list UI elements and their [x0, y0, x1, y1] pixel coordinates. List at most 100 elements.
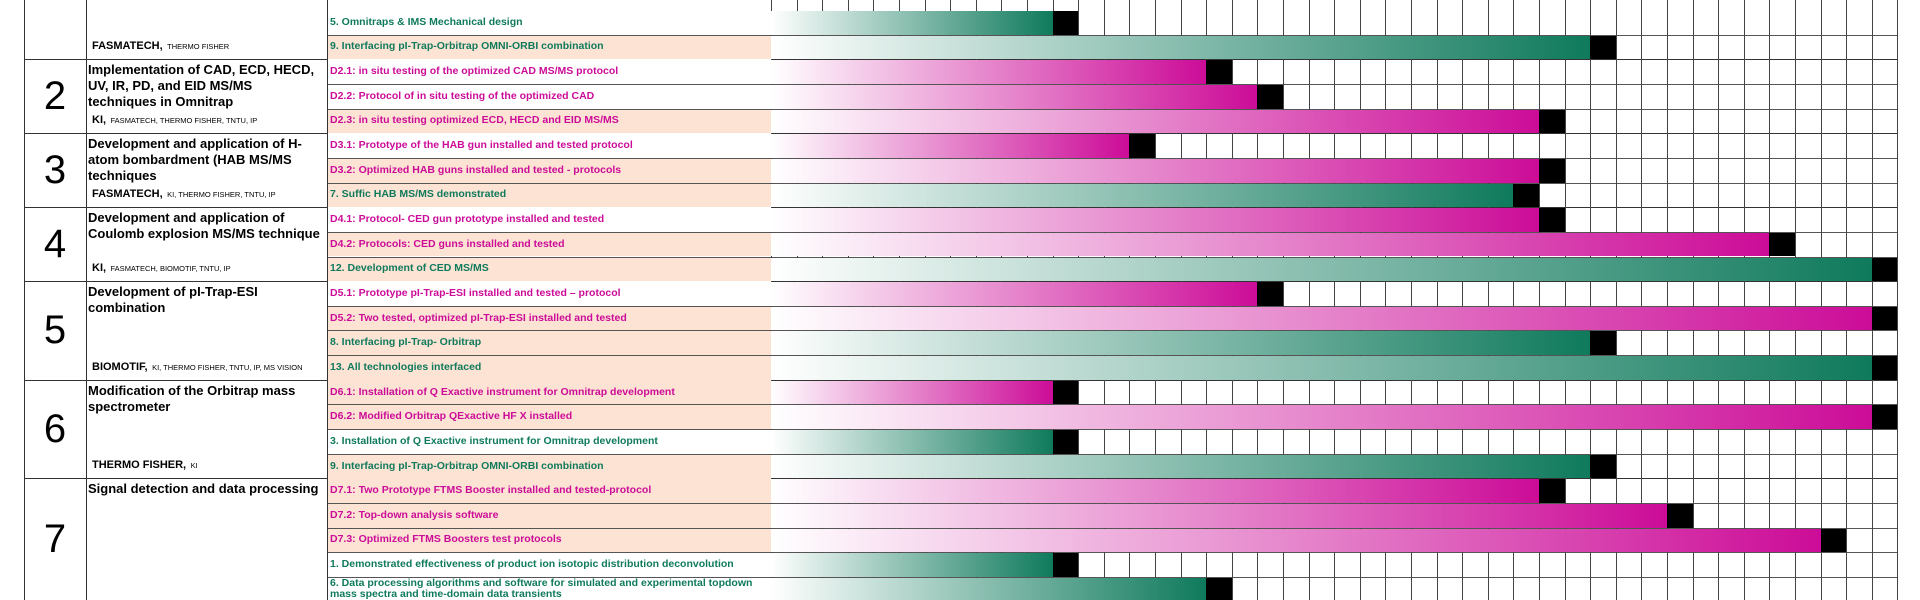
task-label: D2.3: in situ testing optimized ECD, HEC… — [327, 108, 771, 134]
row-separator — [327, 305, 1898, 307]
row-separator — [327, 330, 1898, 332]
task-bar — [771, 454, 1591, 479]
end-marker — [1871, 405, 1898, 430]
task-bar — [771, 183, 1514, 208]
task-label: D2.2: Protocol of in situ testing of the… — [327, 83, 771, 109]
end-marker — [1052, 11, 1079, 35]
wp-number: 3 — [43, 147, 67, 192]
task-bar — [771, 11, 1053, 35]
task-label: 7. Suffic HAB MS/MS demonstrated — [327, 182, 771, 208]
wp-separator — [24, 478, 1898, 480]
end-marker — [1871, 306, 1898, 331]
end-marker — [1257, 282, 1283, 306]
month-column-line — [1283, 0, 1284, 600]
task-label: D6.2: Modified Orbitrap QExactive HF X i… — [327, 404, 771, 430]
task-bar — [771, 282, 1258, 306]
task-bar — [771, 528, 1821, 553]
task-bar — [771, 109, 1539, 134]
row-separator — [327, 503, 1898, 504]
partner-lead: KI, — [92, 114, 107, 127]
wp-partners: FASMATECH, THERMO FISHER — [92, 39, 323, 53]
end-marker — [1769, 232, 1795, 257]
month-column-line — [1846, 0, 1848, 600]
partner-lead: KI, — [92, 262, 107, 275]
end-marker — [1539, 158, 1565, 183]
partner-others: FASMATECH, BIOMOTIF, TNTU, IP — [110, 264, 231, 274]
column-line — [327, 0, 328, 600]
month-column-line — [1641, 0, 1643, 600]
row-separator — [327, 453, 1898, 455]
task-label: D7.1: Two Prototype FTMS Booster install… — [327, 478, 771, 503]
wp-title: Development and application of Coulomb e… — [88, 210, 320, 242]
partner-others: KI, THERMO FISHER, TNTU, IP, MS VISION — [152, 362, 303, 372]
wp-separator — [24, 207, 1898, 209]
end-marker — [1257, 84, 1283, 109]
wp-number: 2 — [43, 73, 67, 118]
task-bar — [771, 504, 1667, 528]
month-column-line — [1411, 0, 1412, 600]
wp-separator — [24, 133, 1898, 135]
end-marker — [1820, 528, 1847, 553]
month-column-line — [1334, 0, 1336, 600]
task-label: 5. Omnitraps & IMS Mechanical design — [327, 10, 771, 35]
wp-partners: BIOMOTIF, KI, THERMO FISHER, TNTU, IP, M… — [92, 360, 323, 374]
row-separator — [327, 576, 1898, 578]
wp-partners: THERMO FISHER, KI — [92, 458, 323, 472]
task-label: 8. Interfacing pI-Trap- Orbitrap — [327, 330, 771, 356]
end-marker — [1539, 208, 1565, 232]
end-marker — [1052, 380, 1079, 405]
month-column-line — [1436, 0, 1438, 600]
task-bar — [771, 35, 1591, 60]
task-label: D4.2: Protocols: CED guns installed and … — [327, 231, 771, 257]
month-column-line — [1590, 0, 1592, 600]
row-separator — [327, 527, 1898, 529]
task-bar — [771, 331, 1591, 356]
task-label: 9. Interfacing pI-Trap-Orbitrap OMNI-ORB… — [327, 34, 771, 60]
month-column-line — [1743, 0, 1745, 600]
task-bar — [771, 553, 1053, 577]
task-label: 13. All technologies interfaced — [327, 355, 771, 380]
task-label: 3. Installation of Q Exactive instrument… — [327, 429, 771, 454]
month-column-line — [1820, 0, 1822, 600]
end-marker — [1871, 356, 1898, 380]
month-column-line — [1718, 0, 1720, 600]
month-column-line — [1385, 0, 1387, 600]
column-line — [24, 0, 25, 600]
row-separator — [327, 108, 1898, 110]
task-bar — [771, 479, 1539, 503]
partner-lead: FASMATECH, — [92, 188, 163, 201]
task-bar — [771, 577, 1207, 600]
end-marker — [1871, 257, 1898, 282]
task-label: D5.2: Two tested, optimized pI-Trap-ESI … — [327, 305, 771, 331]
task-label: D5.1: Prototype pI-Trap-ESI installed an… — [327, 281, 771, 306]
task-label: 12. Development of CED MS/MS — [327, 256, 771, 282]
task-label: 6. Data processing algorithms and softwa… — [327, 576, 771, 600]
row-separator — [327, 231, 1898, 233]
partner-others: THERMO FISHER — [167, 42, 230, 52]
wp-separator — [24, 379, 1898, 381]
task-label: D6.1: Installation of Q Exactive instrum… — [327, 379, 771, 405]
partner-lead: BIOMOTIF, — [92, 360, 148, 373]
task-label: D3.1: Prototype of the HAB gun installed… — [327, 133, 771, 158]
partner-others: KI — [190, 461, 198, 471]
end-marker — [1539, 479, 1565, 503]
wp-separator — [24, 281, 1898, 283]
row-separator — [327, 256, 1898, 258]
wp-separator — [24, 59, 1898, 61]
wp-number: 7 — [43, 517, 67, 562]
task-bar — [771, 405, 1872, 430]
task-bar — [771, 134, 1130, 158]
task-bar — [771, 380, 1053, 405]
end-marker — [1590, 331, 1616, 356]
wp-partners: KI, FASMATECH, THERMO FISHER, TNTU, IP — [92, 113, 323, 127]
month-column-line — [1359, 0, 1361, 600]
row-separator — [327, 157, 1898, 159]
task-bar — [771, 306, 1872, 331]
wp-title: Development and application of H-atom bo… — [88, 136, 302, 184]
task-label: D7.2: Top-down analysis software — [327, 503, 771, 528]
row-separator — [327, 34, 1898, 36]
partner-others: KI, THERMO FISHER, TNTU, IP — [167, 190, 276, 200]
task-label: D7.3: Optimized FTMS Boosters test proto… — [327, 527, 771, 553]
month-column-line — [1462, 0, 1464, 600]
